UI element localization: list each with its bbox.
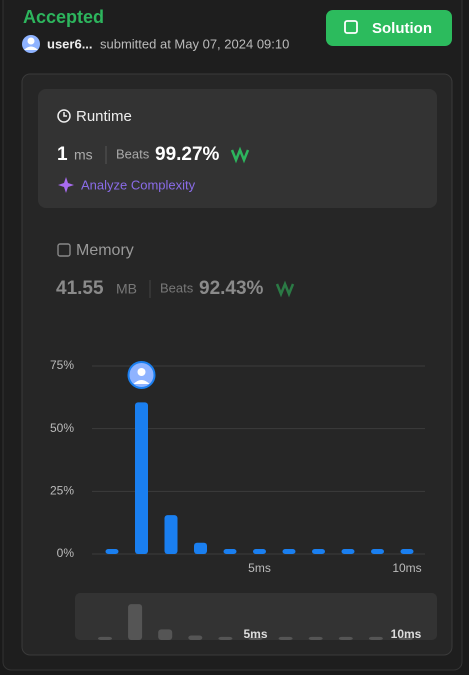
runtime-title: Runtime	[76, 108, 132, 125]
overview-tick-label: 10ms	[391, 627, 422, 641]
bar	[253, 548, 266, 554]
chip-icon	[57, 243, 71, 257]
submitted-at: submitted at May 07, 2024 09:10	[100, 36, 289, 51]
memory-unit: MB	[116, 281, 137, 297]
bar	[341, 548, 355, 554]
memory-title: Memory	[76, 242, 134, 259]
overview-bar	[278, 636, 293, 640]
runtime-beats: 99.27%	[155, 144, 220, 165]
avatar-head	[27, 37, 35, 45]
distribution-chart: 0% 25% 50% 75% 5ms 5ms 10ms 10ms	[50, 358, 425, 641]
analyze-link[interactable]: Analyze Complexity	[81, 177, 196, 192]
clap-icon	[275, 280, 295, 298]
overview-bar	[368, 636, 383, 640]
bar	[105, 548, 119, 554]
memory-beats: 92.43%	[199, 278, 264, 299]
clock-icon	[57, 109, 71, 123]
y-tick-label: 0%	[57, 546, 75, 560]
overview-bar	[308, 636, 323, 640]
username[interactable]: user6...	[47, 36, 93, 51]
bar	[164, 515, 178, 554]
runtime-card[interactable]	[38, 89, 437, 208]
overview-bar	[338, 636, 353, 640]
overview-bar	[218, 636, 233, 640]
y-tick-label: 75%	[50, 358, 74, 372]
bar	[312, 548, 325, 554]
overview-bar	[399, 636, 413, 640]
overview-bar	[248, 636, 263, 640]
x-tick-label: 10ms	[392, 561, 421, 575]
overview-bar	[128, 604, 143, 640]
bar	[194, 542, 207, 554]
memory-value: 41.55	[56, 278, 104, 299]
y-tick-label: 50%	[50, 421, 74, 435]
clap-icon	[230, 146, 250, 164]
edit-icon	[344, 20, 358, 34]
bar	[371, 548, 384, 554]
sparkle-icon	[58, 177, 74, 193]
result-card	[21, 73, 453, 656]
clock-hands	[63, 112, 67, 117]
beats-label: Beats	[116, 146, 150, 161]
y-tick-label: 25%	[50, 484, 74, 498]
beats-label: Beats	[160, 280, 194, 295]
overview-bar	[98, 636, 112, 640]
solution-label[interactable]: Solution	[372, 20, 432, 37]
overview-bar	[188, 635, 203, 640]
bar	[223, 548, 237, 554]
user-marker-head	[137, 368, 146, 376]
runtime-value: 1	[57, 144, 68, 165]
avatar-body	[24, 46, 38, 50]
solution-button[interactable]	[326, 10, 452, 46]
runtime-unit: ms	[74, 147, 93, 163]
overview-tick-label: 5ms	[243, 627, 267, 641]
overview-bar	[158, 629, 173, 640]
bar	[400, 548, 414, 554]
status: Accepted	[23, 7, 104, 27]
bar	[282, 548, 296, 554]
bar	[135, 402, 148, 554]
x-tick-label: 5ms	[248, 561, 271, 575]
range-overview[interactable]	[75, 593, 437, 640]
user-marker-body	[133, 380, 150, 384]
